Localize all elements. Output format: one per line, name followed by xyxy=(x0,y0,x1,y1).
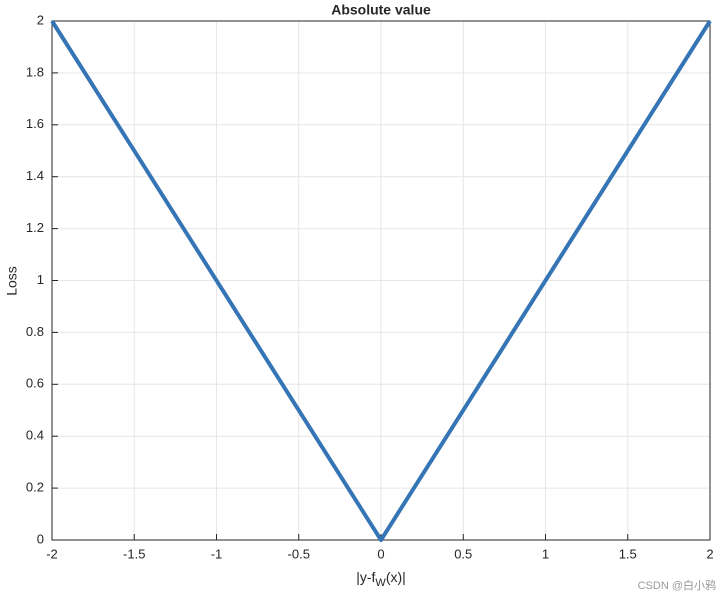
x-tick-label: -1.5 xyxy=(123,546,145,561)
x-tick-label: 1 xyxy=(542,546,549,561)
x-tick-label: 0 xyxy=(377,546,384,561)
y-tick-label: 0.4 xyxy=(26,428,44,443)
x-tick-label: 0.5 xyxy=(454,546,472,561)
y-tick-label: 2 xyxy=(37,12,44,27)
y-tick-label: 1.4 xyxy=(26,168,44,183)
data-line xyxy=(50,19,712,542)
y-tick-label: 1.2 xyxy=(26,220,44,235)
y-tick-label: 1 xyxy=(37,272,44,287)
x-tick-label: 1.5 xyxy=(619,546,637,561)
chart-title: Absolute value xyxy=(331,2,431,18)
y-tick-label: 0.8 xyxy=(26,324,44,339)
x-tick-label: -0.5 xyxy=(288,546,310,561)
x-label-subscript: W xyxy=(375,577,386,589)
x-label-part: (x)| xyxy=(386,569,406,585)
y-tick-label: 0.2 xyxy=(26,480,44,495)
x-tick-label: 2 xyxy=(706,546,713,561)
watermark: CSDN @白小鸦 xyxy=(638,578,716,592)
x-tick-label: -2 xyxy=(46,546,58,561)
x-label-part: |y-f xyxy=(356,569,375,585)
y-tick-label: 1.6 xyxy=(26,116,44,131)
y-axis-label: Loss xyxy=(4,266,20,296)
x-axis-label: |y-fW(x)| xyxy=(356,569,406,589)
y-tick-label: 0 xyxy=(37,531,44,546)
y-tick-label: 1.8 xyxy=(26,64,44,79)
x-tick-label: -1 xyxy=(211,546,223,561)
y-tick-label: 0.6 xyxy=(26,376,44,391)
